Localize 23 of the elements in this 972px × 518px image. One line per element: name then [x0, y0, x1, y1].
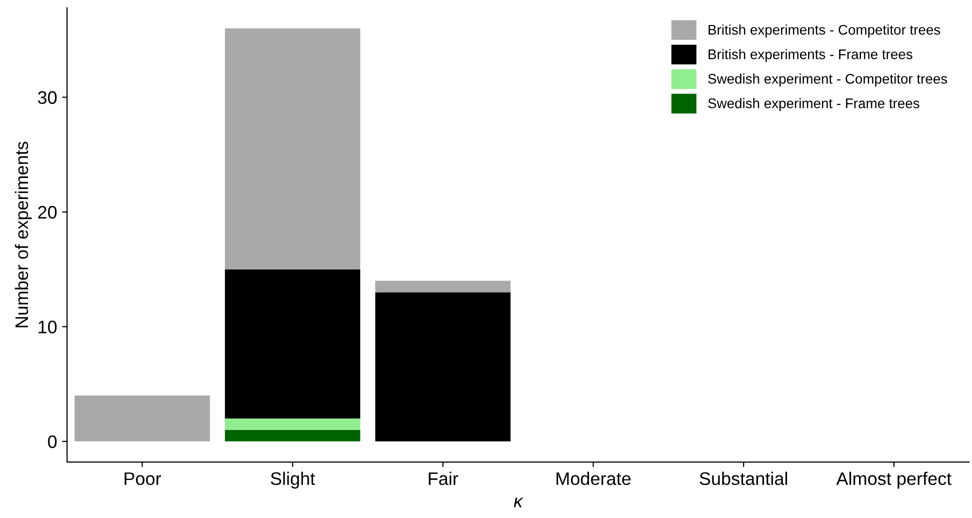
bar	[224, 28, 360, 270]
x-tick-label: Substantial	[700, 472, 788, 486]
y-axis-title: Number of experiments	[14, 142, 32, 328]
legend-label: British experiments - Competitor trees	[708, 24, 940, 38]
y-tick-label: 30	[38, 91, 57, 104]
legend-label: British experiments - Frame trees	[708, 49, 912, 62]
bar	[375, 292, 511, 442]
legend-label: Swedish experiment - Competitor trees	[708, 74, 948, 86]
x-tick-label: Almost perfect	[836, 472, 952, 489]
bar	[224, 269, 360, 418]
x-axis-title: κ	[514, 498, 524, 508]
bar	[375, 280, 511, 292]
y-tick-label: 0	[48, 435, 57, 448]
bar	[74, 396, 210, 442]
bar	[224, 430, 360, 442]
x-tick-label: Moderate	[556, 472, 631, 486]
legend-label: Swedish experiment - Frame trees	[708, 98, 920, 111]
y-tick-label: 20	[38, 206, 57, 219]
x-tick-label: Slight	[270, 472, 316, 489]
y-tick-label: 10	[38, 320, 57, 334]
x-tick-label: Poor	[124, 472, 162, 486]
bar	[224, 418, 360, 430]
x-tick-label: Fair	[428, 472, 458, 486]
